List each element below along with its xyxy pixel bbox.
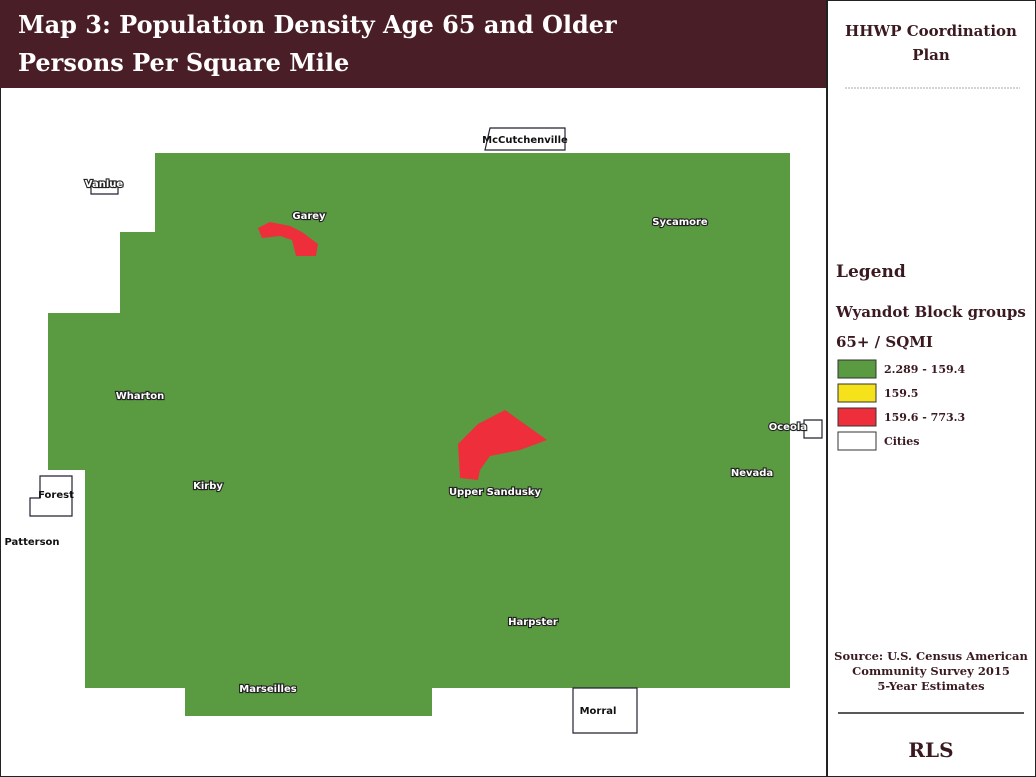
city-label: Harpster [508, 617, 558, 628]
legend-swatch [837, 383, 877, 403]
city-label: Marseilles [239, 684, 296, 695]
city-label: Sycamore [652, 217, 708, 228]
city-label: Wharton [116, 391, 165, 402]
city-label: Upper Sandusky [449, 487, 542, 498]
block-group [258, 222, 318, 256]
block-group [458, 410, 547, 480]
legend-subheading: Wyandot Block groups [835, 303, 1026, 321]
map: McCutchenville Vanlue Garey Sycamore Wharton… [4, 127, 823, 734]
legend-field: 65+ / SQMI [836, 333, 933, 351]
source: Source: U.S. Census American [834, 649, 1028, 663]
city-label: Garey [292, 211, 326, 222]
legend-swatch [837, 359, 877, 379]
city-label: Oceola [769, 422, 807, 433]
city-label: Morral [580, 706, 617, 717]
city-outline [803, 419, 823, 439]
city-label: Kirby [193, 481, 223, 492]
city-label: Vanlue [85, 179, 124, 190]
source: 5-Year Estimates [877, 679, 984, 693]
legend-swatch [837, 407, 877, 427]
logo: RLS [908, 738, 953, 762]
city-label: Forest [38, 490, 74, 501]
legend-label: Cities [884, 435, 919, 448]
sidebar-title: Plan [912, 46, 950, 64]
county-area [48, 153, 790, 716]
city-outline [572, 687, 638, 734]
city-outline [484, 127, 566, 151]
title-line: Map 3: Population Density Age 65 and Old… [18, 10, 617, 39]
city-outline [90, 181, 119, 195]
title-line: Persons Per Square Mile [18, 48, 349, 77]
legend-label: 159.6 - 773.3 [884, 411, 965, 424]
legend-label: 159.5 [884, 387, 918, 400]
city-outline [29, 475, 73, 517]
legend-label: 2.289 - 159.4 [884, 363, 965, 376]
legend-heading: Legend [836, 262, 906, 282]
city-label: McCutchenville [482, 135, 568, 146]
city-labels: McCutchenville Vanlue Garey Sycamore Wharton… [4, 135, 808, 717]
legend: 2.289 - 159.4 159.5 159.6 - 773.3 Cities [837, 359, 965, 451]
city-label: Nevada [731, 468, 773, 479]
city-label: Patterson [4, 537, 59, 548]
header-band [0, 0, 826, 88]
source: Community Survey 2015 [852, 664, 1010, 678]
sidebar-title: HHWP Coordination [845, 22, 1017, 40]
legend-swatch [837, 431, 877, 451]
city-outlines [29, 127, 823, 734]
